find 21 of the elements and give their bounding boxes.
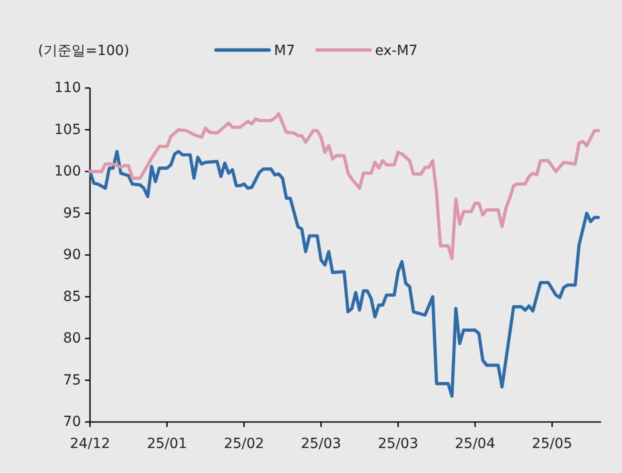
y-axis-title: (기준일=100) — [38, 43, 130, 59]
y-tick-label: 75 — [63, 372, 81, 388]
x-tick-label: 25/03 — [378, 436, 418, 452]
x-tick-label: 25/01 — [146, 436, 188, 452]
y-tick-label: 80 — [63, 330, 81, 346]
x-tick-label: 25/05 — [532, 436, 572, 452]
y-tick-label: 85 — [63, 288, 81, 305]
x-tick-label: 25/04 — [454, 436, 496, 452]
x-tick-label: 24/12 — [70, 436, 110, 452]
y-tick-label: 105 — [54, 122, 81, 138]
legend-label: ex-M7 — [375, 43, 418, 59]
x-tick-label: 25/02 — [224, 436, 264, 452]
line-series — [88, 150, 600, 398]
y-tick-label: 70 — [63, 414, 81, 430]
line-series — [88, 112, 600, 260]
y-tick-label: 100 — [54, 164, 81, 180]
y-tick-label: 95 — [63, 205, 81, 222]
legend-label: M7 — [274, 43, 295, 59]
y-tick-label: 110 — [54, 80, 81, 96]
x-tick-label: 25/03 — [300, 436, 342, 452]
y-tick-label: 90 — [63, 247, 81, 263]
